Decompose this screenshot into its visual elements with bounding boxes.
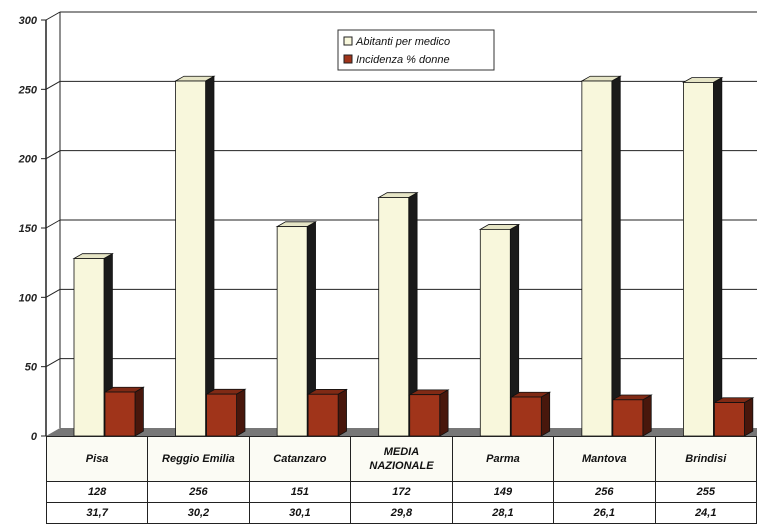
bar-front <box>612 399 644 437</box>
data-label-abitanti: 128 <box>45 481 149 503</box>
bar-front <box>175 80 206 437</box>
data-label-abitanti: 256 <box>553 481 656 503</box>
bar-side <box>611 75 621 437</box>
category-label: Mantova <box>553 436 656 482</box>
legend-label-incidenza: Incidenza % donne <box>356 54 450 66</box>
bar-side <box>337 388 347 437</box>
category-label: MEDIA NAZIONALE <box>350 436 453 482</box>
bar-side <box>439 389 449 437</box>
bar-incidenza-6 <box>712 397 755 437</box>
data-label-incidenza: 26,1 <box>553 502 656 524</box>
data-label-abitanti: 172 <box>350 481 453 503</box>
category-label: Brindisi <box>654 436 757 482</box>
legend-swatch-abitanti <box>343 36 353 46</box>
gridline-depth <box>45 80 61 90</box>
data-label-incidenza: 29,8 <box>350 502 453 524</box>
gridline-depth <box>45 358 61 368</box>
category-label: Pisa <box>45 436 149 482</box>
data-label-abitanti: 256 <box>147 481 250 503</box>
category-row: Pisa Reggio Emilia Catanzaro MEDIA NAZIONALE… <box>45 436 757 482</box>
y-tick-label: 150 <box>19 223 38 235</box>
bar-side <box>744 397 754 437</box>
category-label: Catanzaro <box>248 436 352 482</box>
bar-front <box>581 80 613 437</box>
bar-side <box>205 75 215 437</box>
bar-incidenza-3 <box>408 389 450 437</box>
bar-abitanti-0 <box>72 253 114 437</box>
bar-front <box>276 226 308 437</box>
y-tick-label: 50 <box>25 362 38 374</box>
data-label-incidenza: 28,1 <box>451 502 555 524</box>
data-table: Pisa Reggio Emilia Catanzaro MEDIA NAZIONALE… <box>45 436 757 524</box>
y-tick-label: 100 <box>19 292 38 304</box>
data-label-abitanti: 149 <box>451 481 555 503</box>
series-row-abitanti: 128 256 151 172 149 256 255 <box>45 481 757 503</box>
gridline-depth <box>45 219 61 229</box>
category-label: Reggio Emilia <box>147 436 250 482</box>
bar-front <box>409 394 441 437</box>
bar-front <box>104 391 136 437</box>
data-label-incidenza: 31,7 <box>45 502 149 524</box>
bar-front <box>206 393 237 437</box>
series-row-incidenza: 31,7 30,2 30,1 29,8 28,1 26,1 24,1 <box>45 502 757 524</box>
bars <box>72 75 755 437</box>
bar-front <box>683 82 714 437</box>
bar-front <box>307 393 339 437</box>
bar-abitanti-3 <box>377 192 419 437</box>
data-label-abitanti: 255 <box>654 481 757 503</box>
y-axis: 0 50 100 150 200 250 300 <box>18 12 61 443</box>
bar-front <box>714 402 745 437</box>
bar-side <box>642 394 652 437</box>
bar-incidenza-4 <box>509 391 552 437</box>
bar-abitanti-4 <box>478 223 521 437</box>
gridline-depth <box>45 288 61 298</box>
data-label-incidenza: 30,2 <box>147 502 250 524</box>
data-label-incidenza: 24,1 <box>654 502 757 524</box>
bar-abitanti-1 <box>174 75 216 437</box>
bar-side <box>134 386 144 437</box>
bar-side <box>540 391 551 437</box>
bar-incidenza-2 <box>306 388 349 437</box>
bar-front <box>479 228 511 437</box>
bar-front <box>73 258 105 437</box>
data-label-incidenza: 30,1 <box>248 502 352 524</box>
legend-swatch-incidenza <box>343 54 353 64</box>
gridline-depth <box>45 150 61 160</box>
bar-incidenza-5 <box>611 394 653 437</box>
bar-incidenza-1 <box>205 388 247 437</box>
bar-abitanti-5 <box>580 75 622 437</box>
bar-side <box>236 388 246 437</box>
legend: Abitanti per medico Incidenza % donne <box>337 29 495 71</box>
y-tick-label: 250 <box>18 84 38 96</box>
category-label: Parma <box>451 436 555 482</box>
bar-side <box>713 76 723 437</box>
bar-incidenza-0 <box>103 386 145 437</box>
bar-front <box>378 197 410 437</box>
legend-label-abitanti: Abitanti per medico <box>355 36 450 48</box>
gridline-depth <box>45 11 61 21</box>
y-tick-label: 200 <box>18 154 38 166</box>
y-tick-label: 0 <box>31 431 38 443</box>
bar-abitanti-6 <box>681 76 724 437</box>
y-tick-label: 300 <box>19 15 38 27</box>
data-label-abitanti: 151 <box>248 481 352 503</box>
bar-front <box>510 396 542 437</box>
legend-box <box>337 29 495 71</box>
